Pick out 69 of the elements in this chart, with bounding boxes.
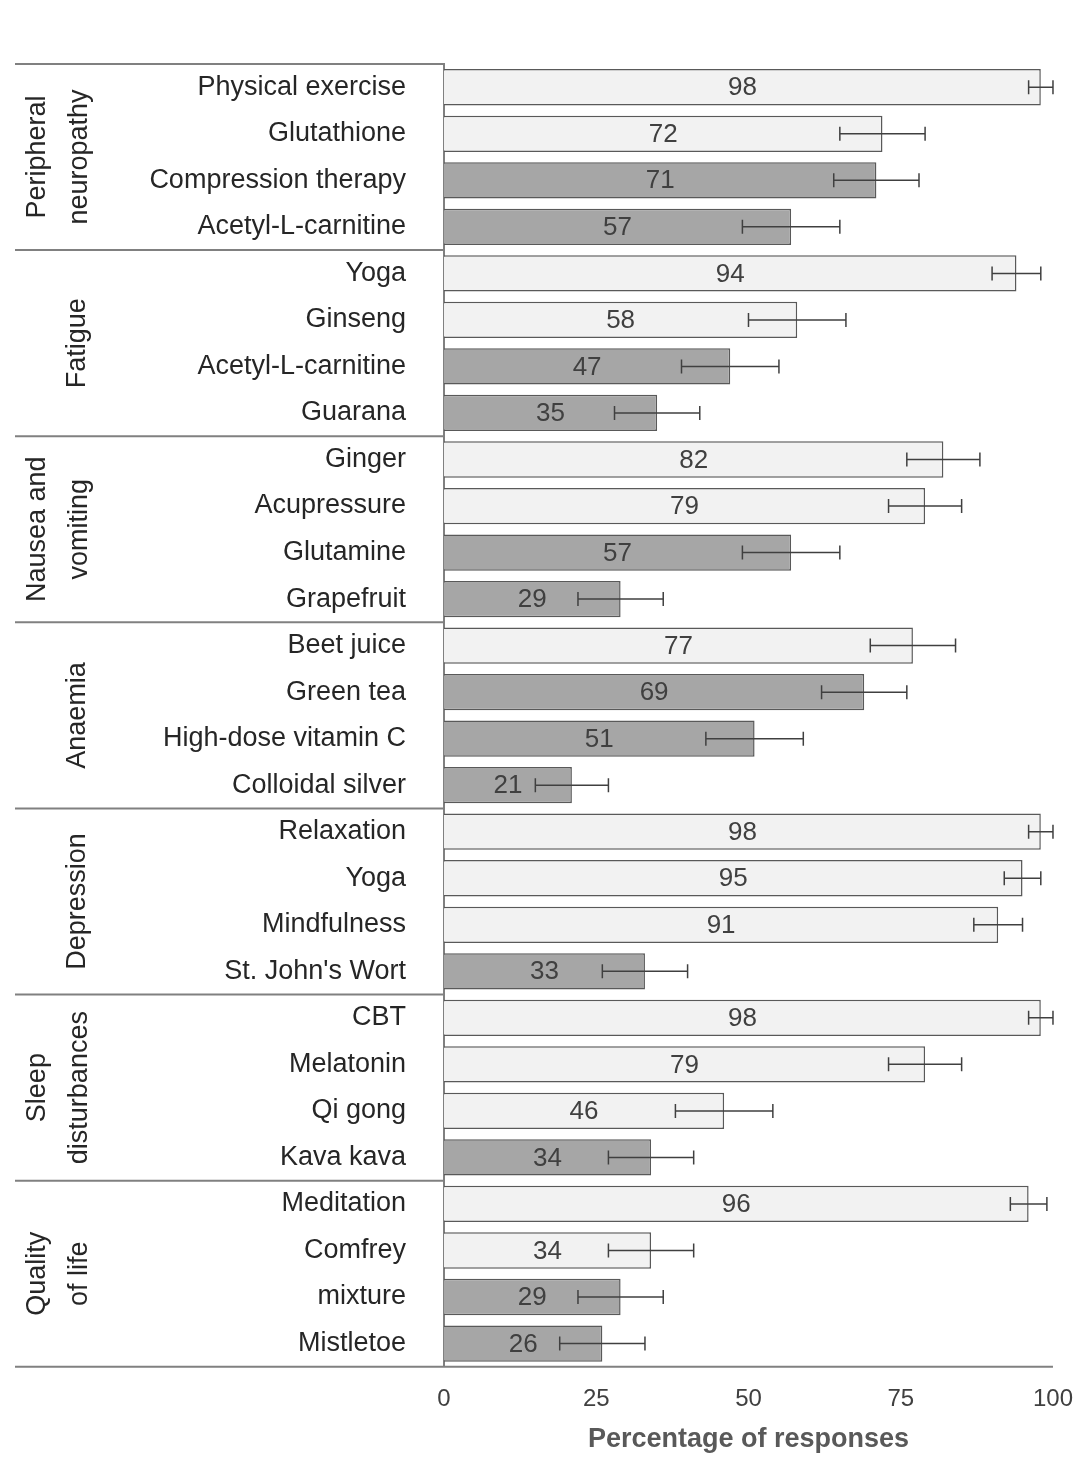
x-tick-label: 0	[437, 1383, 451, 1411]
text: Quality of life	[21, 1231, 94, 1316]
data-label: 69	[639, 676, 669, 707]
data-label: 57	[603, 536, 633, 567]
data-label: 77	[664, 629, 693, 660]
data-label: 98	[727, 815, 757, 846]
x-tick-label: 75	[887, 1383, 915, 1411]
y-tick-label: CBT	[352, 1001, 406, 1032]
y-tick-label: Glutamine	[282, 536, 406, 566]
y-tick-label: High-dose vitamin C	[162, 722, 406, 753]
y-tick-label: Compression therapy	[149, 163, 407, 194]
y-tick-label: Meditation	[281, 1187, 406, 1218]
data-label: 82	[679, 443, 709, 474]
text: Peripheral neuropathy	[21, 89, 94, 225]
data-label: 35	[536, 397, 566, 428]
y-tick-label: Yoga	[345, 861, 407, 892]
y-tick-label: Beet juice	[287, 629, 406, 660]
data-label: 29	[517, 1281, 547, 1312]
y-tick-label: Qi gong	[311, 1094, 406, 1125]
y-tick-label: Kava kava	[279, 1140, 407, 1171]
y-tick-label: Melatonin	[288, 1047, 406, 1078]
data-label: 34	[533, 1141, 562, 1172]
data-label: 58	[606, 304, 636, 335]
x-axis-title: Percentage of responses	[587, 1423, 910, 1454]
data-label: 79	[670, 1048, 700, 1079]
data-label: 96	[721, 1188, 751, 1219]
x-tick-label: 25	[582, 1383, 610, 1411]
text: Nausea and vomiting	[21, 456, 94, 603]
y-tick-label: Yoga	[345, 256, 407, 287]
data-label: 29	[517, 583, 547, 614]
y-tick-label: Relaxation	[278, 815, 406, 846]
data-label: 72	[648, 117, 678, 148]
y-tick-label: Colloidal silver	[231, 768, 406, 799]
data-label: 71	[645, 164, 675, 195]
y-tick-label: Physical exercise	[197, 70, 406, 101]
data-label: 98	[727, 1002, 757, 1033]
text: Sleep disturbances	[21, 1011, 94, 1165]
y-tick-label: Acetyl-L-carnitine	[197, 210, 406, 241]
x-tick-label: 50	[735, 1383, 762, 1411]
data-label: 34	[533, 1234, 562, 1265]
data-label: 94	[715, 257, 745, 288]
y-tick-label: Grapefruit	[285, 582, 407, 613]
y-tick-label: mixture	[317, 1280, 406, 1311]
x-tick-label: 100	[1032, 1383, 1073, 1411]
y-tick-label: Acupressure	[254, 489, 406, 520]
data-label: 33	[530, 955, 559, 986]
y-tick-label: Mistletoe	[297, 1326, 406, 1357]
data-label: 98	[727, 71, 757, 102]
data-label: 57	[603, 211, 633, 242]
data-label: 79	[670, 490, 700, 521]
y-tick-label: Comfrey	[303, 1233, 407, 1264]
data-label: 95	[718, 862, 748, 893]
data-label: 47	[572, 350, 602, 381]
text: Fatigue	[61, 298, 92, 389]
y-tick-label: Ginseng	[305, 303, 406, 334]
data-label: 51	[584, 722, 614, 753]
data-label: 46	[569, 1095, 599, 1126]
data-label: 91	[706, 908, 736, 939]
text: Anaemia	[61, 661, 92, 769]
text: Depression	[61, 833, 92, 970]
data-label: 26	[508, 1327, 538, 1358]
y-tick-label: St. John's Wort	[224, 954, 407, 985]
y-tick-label: Guarana	[300, 396, 407, 427]
y-tick-label: Acetyl-L-carnitine	[197, 349, 406, 380]
y-tick-label: Green tea	[285, 675, 407, 706]
y-tick-label: Glutathione	[267, 117, 406, 148]
data-label: 21	[493, 769, 523, 800]
y-tick-label: Ginger	[324, 442, 406, 473]
y-tick-label: Mindfulness	[261, 908, 406, 939]
